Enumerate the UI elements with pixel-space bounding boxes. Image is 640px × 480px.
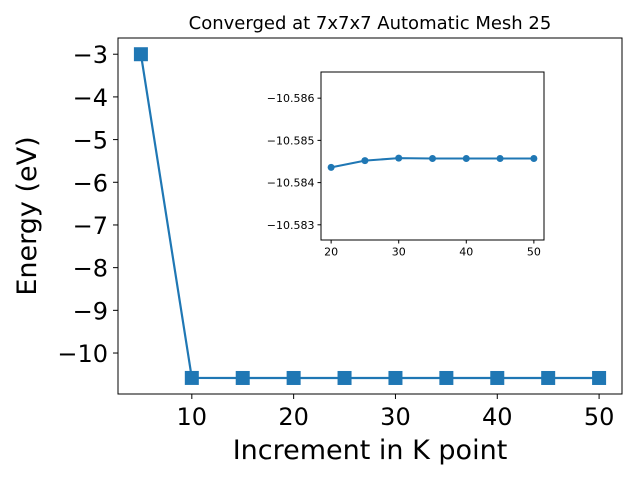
main-x-ticks: 10 20 30 40 50	[177, 394, 615, 431]
inset-x-tick-label: 50	[527, 246, 541, 259]
main-data-point	[184, 370, 199, 385]
inset-data-point	[429, 155, 436, 163]
main-series-line	[139, 54, 600, 380]
inset-x-ticks: 20 30 40 50	[324, 240, 541, 259]
main-x-tick-label: 50	[584, 403, 615, 431]
inset-y-tick-label: −10.583	[267, 219, 315, 232]
main-data-point	[133, 47, 148, 62]
main-data-point	[337, 370, 352, 385]
main-y-tick-label: −5	[73, 127, 108, 155]
inset-x-tick-label: 40	[459, 246, 473, 259]
main-x-tick-label: 40	[482, 403, 513, 431]
main-y-tick-label: −8	[73, 255, 108, 283]
main-x-tick-label: 20	[278, 403, 309, 431]
inset-chart: 20 30 40 50 −10.586 −10.585 −10.584 −10.583	[267, 71, 545, 259]
inset-data-point	[395, 154, 403, 162]
inset-data-point	[327, 163, 335, 171]
inset-y-ticks: −10.586 −10.585 −10.584 −10.583	[267, 92, 321, 232]
main-data-point	[439, 370, 454, 385]
x-axis-label: Increment in K point	[233, 435, 508, 466]
main-data-point	[235, 370, 250, 385]
inset-data-point	[496, 155, 504, 163]
inset-series	[327, 154, 538, 171]
main-data-point	[286, 370, 301, 385]
inset-data-point	[530, 155, 538, 163]
inset-data-point	[361, 157, 369, 165]
inset-y-tick-label: −10.585	[267, 134, 315, 147]
main-data-point	[541, 370, 556, 385]
main-y-ticks: −3 −4 −5 −6 −7 −8 −9 −10	[57, 41, 118, 368]
main-y-tick-label: −7	[73, 212, 108, 240]
inset-y-tick-label: −10.584	[267, 177, 315, 190]
main-y-tick-label: −10	[57, 340, 108, 368]
y-axis-label: Energy (eV)	[12, 136, 43, 295]
inset-x-tick-label: 20	[324, 246, 338, 259]
main-y-tick-label: −6	[73, 169, 108, 197]
main-chart: Converged at 7x7x7 Automatic Mesh 25 10 2…	[12, 13, 623, 466]
inset-data-point	[462, 155, 470, 163]
main-plot-frame	[117, 37, 623, 395]
main-series	[133, 47, 607, 385]
main-data-point	[592, 370, 607, 385]
main-data-point	[388, 370, 403, 385]
main-x-tick-label: 30	[380, 403, 411, 431]
main-y-tick-label: −9	[73, 297, 108, 325]
main-data-point	[490, 370, 505, 385]
main-y-tick-label: −4	[73, 84, 108, 112]
chart-title: Converged at 7x7x7 Automatic Mesh 25	[189, 13, 552, 34]
inset-y-tick-label: −10.586	[267, 92, 315, 105]
main-y-tick-label: −3	[73, 41, 108, 69]
inset-x-tick-label: 30	[392, 246, 406, 259]
main-x-tick-label: 10	[177, 403, 208, 431]
